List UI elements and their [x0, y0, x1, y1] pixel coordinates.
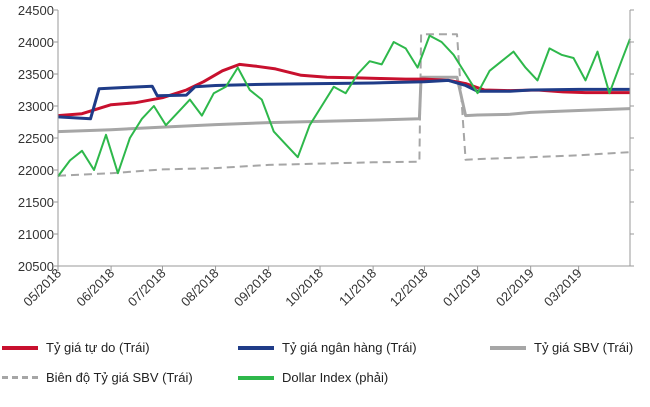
x-tick-label: 09/2018 [231, 266, 275, 310]
series-line-bank-rate [57, 78, 630, 121]
y-tick-label: 21000 [18, 227, 54, 242]
x-tick-label: 08/2018 [178, 266, 222, 310]
legend-label-bank-rate: Tỷ giá ngân hàng (Trái) [282, 340, 417, 355]
legend-item-sbv-band: Biên độ Tỷ giá SBV (Trái) [2, 370, 193, 385]
x-tick-label: 11/2018 [336, 266, 379, 309]
legend-item-sbv-rate: Tỷ giá SBV (Trái) [490, 340, 633, 355]
y-tick-label: 23000 [18, 99, 54, 114]
legend-label-free-rate: Tỷ giá tự do (Trái) [46, 340, 150, 355]
y-tick-label: 21500 [18, 195, 54, 210]
legend-label-sbv-band: Biên độ Tỷ giá SBV (Trái) [46, 370, 193, 385]
x-tick-label: 10/2018 [282, 266, 326, 310]
y-tick-label: 22500 [18, 131, 54, 146]
x-tick-label: 02/2019 [493, 266, 537, 310]
line-chart: 20500 21000 21500 22000 22500 23000 23500 24000… [18, 3, 634, 310]
legend-swatch-free-rate [2, 345, 38, 350]
x-tick-label: 12/2018 [387, 266, 431, 310]
x-tick-label: 01/2019 [440, 266, 484, 310]
legend-label-sbv-rate: Tỷ giá SBV (Trái) [534, 340, 634, 355]
y-tick-label: 22000 [18, 163, 54, 178]
series-lines [57, 33, 631, 177]
y-tick-label: 24000 [18, 35, 54, 50]
legend-label-dollar-index: Dollar Index (phải) [282, 370, 389, 385]
legend-swatch-sbv-rate [490, 345, 526, 350]
series-line-dollar-index [57, 34, 631, 177]
series-line-sbv-rate [57, 75, 631, 134]
y-tick-label: 24500 [18, 3, 54, 18]
series-line-sbv-band [57, 33, 631, 177]
legend-item-bank-rate: Tỷ giá ngân hàng (Trái) [238, 340, 417, 355]
legend: Tỷ giá tự do (Trái) Tỷ giá ngân hàng (Tr… [0, 330, 650, 407]
right-axis-ticks [630, 9, 634, 267]
y-tick-label: 20500 [18, 259, 54, 274]
legend-item-free-rate: Tỷ giá tự do (Trái) [2, 340, 150, 355]
legend-swatch-dollar-index [238, 375, 274, 380]
x-tick-label: 07/2018 [125, 266, 169, 310]
x-tick-label: 06/2018 [73, 266, 117, 310]
legend-swatch-sbv-band [2, 376, 38, 379]
legend-swatch-bank-rate [238, 345, 274, 350]
legend-item-dollar-index: Dollar Index (phải) [238, 370, 388, 385]
x-axis-ticks: 05/2018 06/2018 07/2018 08/2018 09/2018 10/20… [20, 266, 584, 310]
x-tick-label: 03/2019 [541, 266, 585, 310]
y-axis-ticks: 20500 21000 21500 22000 22500 23000 23500 24000… [18, 3, 58, 274]
y-tick-label: 23500 [18, 67, 54, 82]
